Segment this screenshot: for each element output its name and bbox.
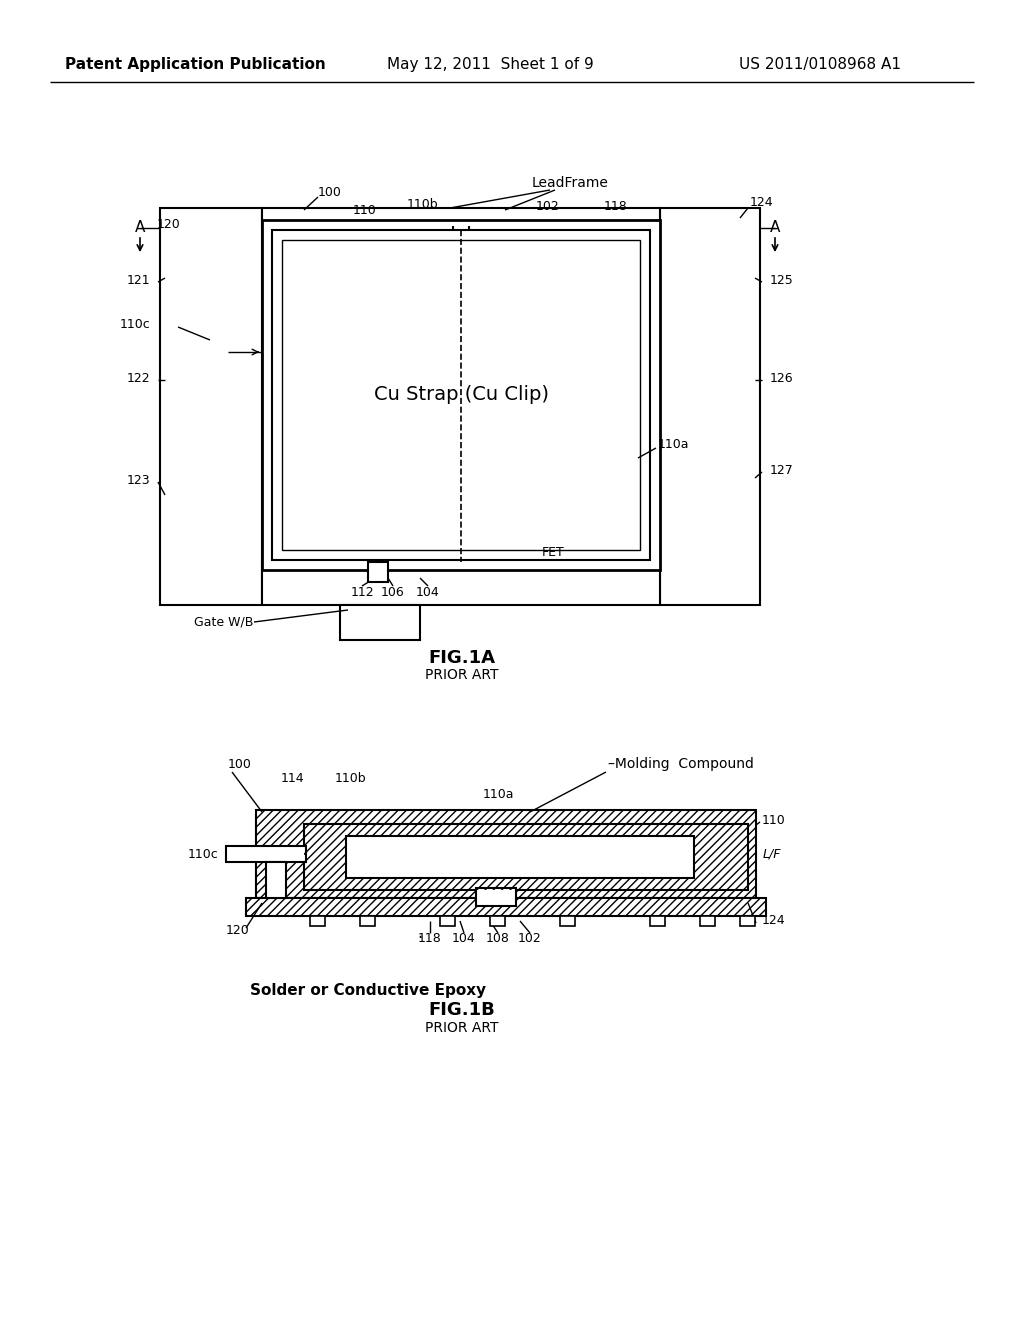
Text: ·: · xyxy=(418,929,423,946)
Text: 112: 112 xyxy=(350,586,374,598)
Bar xyxy=(262,220,660,570)
Text: FET: FET xyxy=(542,546,565,560)
Bar xyxy=(262,560,660,605)
Text: 124: 124 xyxy=(750,195,773,209)
Text: Solder or Conductive Epoxy: Solder or Conductive Epoxy xyxy=(250,982,486,998)
Text: 114: 114 xyxy=(281,771,304,784)
Text: 102: 102 xyxy=(518,932,542,945)
Text: 127: 127 xyxy=(770,463,794,477)
Text: LeadFrame: LeadFrame xyxy=(531,176,608,190)
Text: 100: 100 xyxy=(318,186,342,198)
Text: 110b: 110b xyxy=(407,198,438,211)
Text: 121: 121 xyxy=(126,273,150,286)
Bar xyxy=(304,824,748,890)
Bar xyxy=(476,888,516,906)
Bar xyxy=(340,605,420,640)
Text: May 12, 2011  Sheet 1 of 9: May 12, 2011 Sheet 1 of 9 xyxy=(387,58,593,73)
Bar xyxy=(246,898,766,916)
Text: 104: 104 xyxy=(453,932,476,945)
Bar xyxy=(310,916,325,927)
Text: 106: 106 xyxy=(381,586,404,598)
Bar xyxy=(700,916,715,927)
Text: 124: 124 xyxy=(762,915,785,928)
Text: A: A xyxy=(770,220,780,235)
Text: 100: 100 xyxy=(228,759,252,771)
Text: 110b: 110b xyxy=(334,771,366,784)
Text: Patent Application Publication: Patent Application Publication xyxy=(65,58,326,73)
Text: 122: 122 xyxy=(126,371,150,384)
Bar xyxy=(226,846,306,862)
Text: 118: 118 xyxy=(604,201,628,214)
Text: 110: 110 xyxy=(353,203,377,216)
Bar xyxy=(304,824,748,890)
Bar xyxy=(266,862,286,898)
Text: 108: 108 xyxy=(486,932,510,945)
Text: 110a: 110a xyxy=(658,438,689,451)
Text: FIG.1B: FIG.1B xyxy=(429,1001,496,1019)
Text: A: A xyxy=(135,220,145,235)
Bar xyxy=(360,916,375,927)
Bar xyxy=(282,240,640,550)
Text: 120: 120 xyxy=(226,924,250,937)
Bar xyxy=(740,916,755,927)
Text: 125: 125 xyxy=(770,273,794,286)
Text: 123: 123 xyxy=(126,474,150,487)
Text: 110a: 110a xyxy=(482,788,514,800)
Text: 102: 102 xyxy=(537,201,560,214)
Text: –Molding  Compound: –Molding Compound xyxy=(608,756,754,771)
Text: 126: 126 xyxy=(770,371,794,384)
Bar xyxy=(346,836,694,878)
Text: 104: 104 xyxy=(416,586,440,598)
Text: 118: 118 xyxy=(418,932,442,945)
Text: PRIOR ART: PRIOR ART xyxy=(425,668,499,682)
Text: 110c: 110c xyxy=(187,847,218,861)
Text: 110c: 110c xyxy=(119,318,150,331)
Bar xyxy=(490,916,505,927)
Text: L/F: L/F xyxy=(763,847,781,861)
Text: 110: 110 xyxy=(762,813,785,826)
Text: PRIOR ART: PRIOR ART xyxy=(425,1020,499,1035)
Text: FIG.1A: FIG.1A xyxy=(428,649,496,667)
Bar xyxy=(262,209,660,226)
Polygon shape xyxy=(160,209,262,605)
Bar xyxy=(272,230,650,560)
Bar xyxy=(650,916,665,927)
Text: Gate W/B: Gate W/B xyxy=(194,615,253,628)
Bar xyxy=(440,916,455,927)
Bar xyxy=(368,562,388,582)
Bar xyxy=(256,810,756,898)
Text: US 2011/0108968 A1: US 2011/0108968 A1 xyxy=(739,58,901,73)
Polygon shape xyxy=(658,209,760,605)
Bar xyxy=(560,916,575,927)
Text: 120: 120 xyxy=(157,219,181,231)
Text: Cu Strap (Cu Clip): Cu Strap (Cu Clip) xyxy=(375,385,550,404)
